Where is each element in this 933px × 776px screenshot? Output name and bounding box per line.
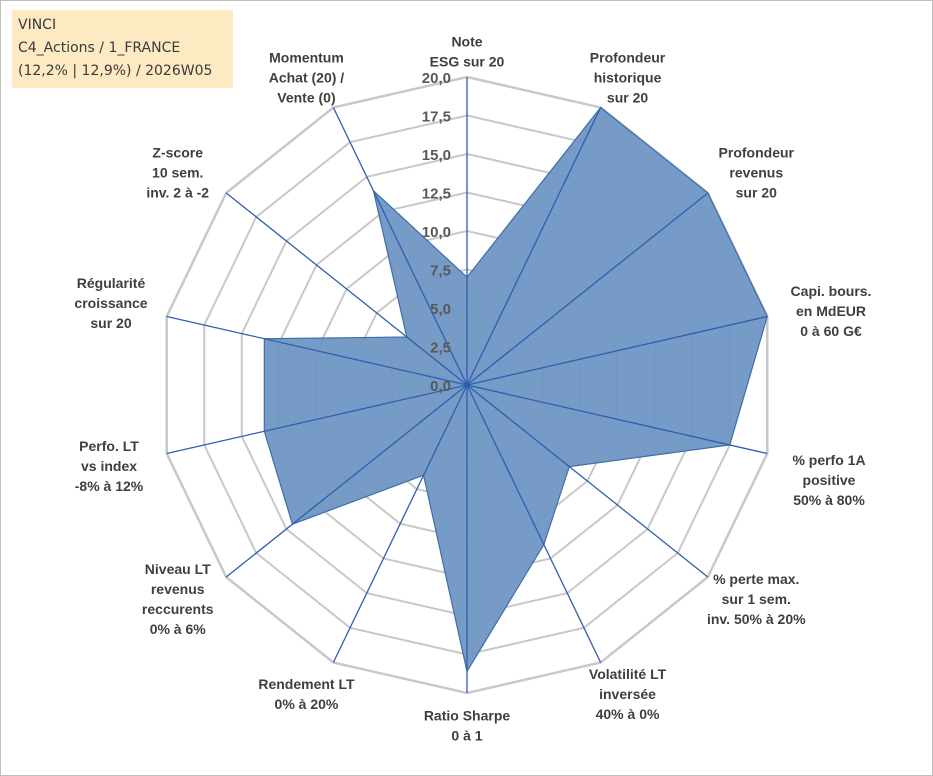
- axis-label-line: 50% à 80%: [793, 492, 865, 508]
- axis-label-line: Z-score: [152, 144, 203, 160]
- axis-label-line: Perfo. LT: [79, 438, 139, 454]
- tick-label: 17,5: [422, 109, 451, 126]
- axis-spoke: [332, 107, 468, 386]
- axis-label-line: Ratio Sharpe: [424, 708, 511, 724]
- axis-spoke: [466, 192, 709, 386]
- axis-label-line: reccurents: [142, 601, 214, 617]
- axis-label-line: inv. 2 à -2: [146, 184, 209, 200]
- axis-label-line: % perte max.: [713, 571, 799, 587]
- axis-label-line: Rendement LT: [258, 676, 355, 692]
- axis-label: Rendement LT 0% à 20%: [258, 676, 355, 712]
- series-area: [263, 106, 768, 674]
- axis-label: % perte max. sur 1 sem. inv. 50% à 20%: [707, 571, 806, 627]
- axis-label-line: -8% à 12%: [75, 478, 144, 494]
- radar-spokes: [166, 77, 768, 693]
- axis-spoke: [225, 192, 468, 386]
- axis-label: Ratio Sharpe 0 à 1: [424, 708, 511, 744]
- axis-label-line: % perfo 1A: [792, 452, 865, 468]
- axis-spoke: [466, 384, 709, 578]
- axis-label-line: sur 20: [90, 315, 131, 331]
- axis-label-line: 0 à 1: [451, 728, 482, 744]
- axis-label-line: 0% à 20%: [275, 696, 339, 712]
- axis-label-line: sur 20: [607, 89, 648, 105]
- axis-label-line: sur 1 sem.: [722, 591, 791, 607]
- axis-label-line: Régularité: [77, 275, 146, 291]
- tick-label: 10,0: [422, 224, 451, 241]
- tick-label: 12,5: [422, 186, 451, 203]
- axis-label-line: 10 sem.: [152, 164, 203, 180]
- tick-label: 2,5: [430, 340, 451, 357]
- stats-label: (12,2% | 12,9%) / 2026W05: [18, 63, 213, 79]
- axis-label-line: Niveau LT: [145, 561, 211, 577]
- axis-label-line: croissance: [74, 295, 147, 311]
- axis-label-line: 0% à 6%: [150, 621, 207, 637]
- axis-label-line: Vente (0): [277, 89, 335, 105]
- axis-spoke: [225, 384, 468, 578]
- tick-label: 15,0: [422, 147, 451, 164]
- axis-label-line: 0 à 60 G€: [800, 323, 862, 339]
- axis-label: Volatilité LT inversée 40% à 0%: [589, 666, 667, 722]
- axis-label: Z-score 10 sem. inv. 2 à -2: [146, 144, 209, 200]
- axis-label-line: Profondeur: [590, 49, 666, 65]
- axis-spoke: [166, 315, 468, 386]
- axis-label-line: positive: [803, 472, 856, 488]
- axis-label: Profondeur revenus sur 20: [719, 144, 795, 200]
- axis-label-line: Capi. bours.: [791, 283, 872, 299]
- tick-label: 5,0: [430, 301, 451, 318]
- axis-spoke: [466, 315, 768, 386]
- axis-label-line: en MdEUR: [796, 303, 866, 319]
- axis-label-line: Achat (20) /: [269, 69, 345, 85]
- axis-label: % perfo 1A positive 50% à 80%: [792, 452, 865, 508]
- axis-label-line: sur 20: [736, 184, 777, 200]
- radar-series: [263, 106, 768, 674]
- tick-label: 0,0: [430, 378, 451, 395]
- tick-label: 7,5: [430, 263, 451, 280]
- axis-spoke: [466, 107, 602, 386]
- category-label: C4_Actions / 1_FRANCE: [18, 40, 181, 56]
- axis-label-line: historique: [594, 69, 662, 85]
- axis-label: Momentum Achat (20) / Vente (0): [269, 49, 345, 105]
- axis-spoke: [466, 384, 602, 663]
- axis-label-line: vs index: [81, 458, 137, 474]
- axis-spoke: [332, 384, 468, 663]
- axis-label-line: ESG sur 20: [430, 54, 505, 70]
- axis-label-line: Momentum: [269, 49, 344, 65]
- info-box: VINCI C4_Actions / 1_FRANCE (12,2% | 12,…: [12, 10, 233, 88]
- axis-label: Perfo. LT vs index -8% à 12%: [75, 438, 144, 494]
- radar-axis-labels: Note ESG sur 20 Profondeur historique sur 20…: [74, 34, 871, 744]
- axis-label-line: revenus: [151, 581, 205, 597]
- axis-label: Régularité croissance sur 20: [74, 275, 147, 331]
- radar-tick-labels: 0,0 2,5 5,0 7,5 10,0 12,5 15,0 17,5 20,0: [422, 70, 451, 395]
- tick-label: 20,0: [422, 70, 451, 87]
- axis-label: Capi. bours. en MdEUR 0 à 60 G€: [791, 283, 872, 339]
- axis-label-line: Volatilité LT: [589, 666, 667, 682]
- axis-label-line: 40% à 0%: [596, 706, 660, 722]
- axis-label: Note ESG sur 20: [430, 34, 505, 70]
- axis-label-line: Note: [451, 34, 482, 50]
- axis-label-line: Profondeur: [719, 144, 795, 160]
- axis-label-line: revenus: [729, 164, 783, 180]
- axis-spoke: [166, 384, 468, 455]
- axis-label: Profondeur historique sur 20: [590, 49, 666, 105]
- company-name: VINCI: [18, 17, 57, 33]
- axis-label: Niveau LT revenus reccurents 0% à 6%: [142, 561, 214, 637]
- axis-label-line: inv. 50% à 20%: [707, 611, 806, 627]
- axis-spoke: [466, 384, 768, 455]
- axis-label-line: inversée: [599, 686, 656, 702]
